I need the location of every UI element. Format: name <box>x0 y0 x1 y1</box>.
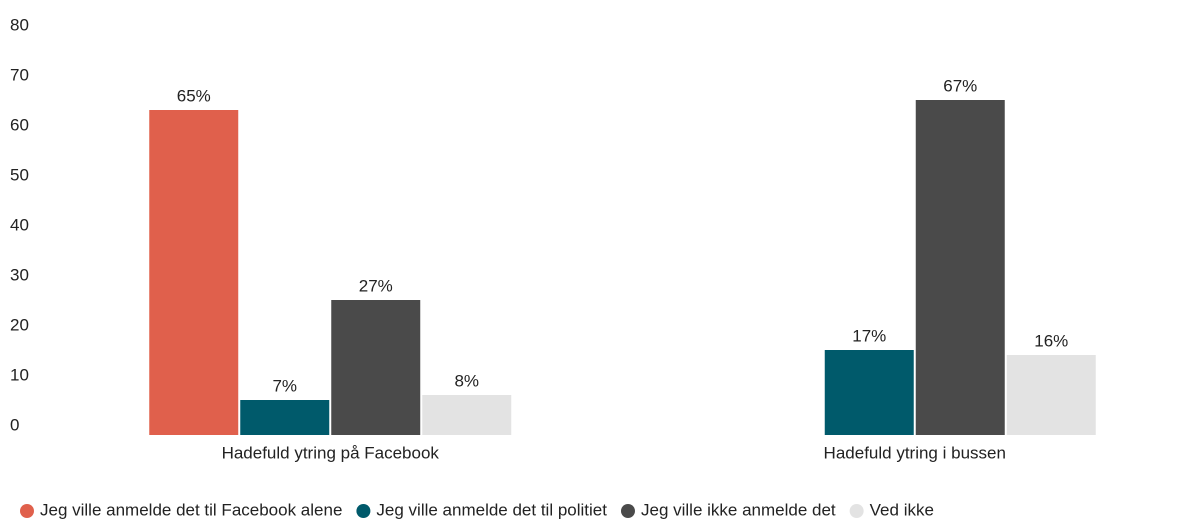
legend-label: Jeg ville anmelde det til Facebook alene <box>40 500 342 519</box>
y-tick-label: 20 <box>10 315 29 334</box>
y-tick-label: 10 <box>10 365 29 384</box>
legend-marker <box>849 504 864 518</box>
data-label: 8% <box>454 371 479 390</box>
bar <box>240 400 330 435</box>
x-tick-label: Hadefuld ytring på Facebook <box>222 443 440 462</box>
legend-marker <box>356 504 371 518</box>
legend-marker <box>20 504 34 518</box>
data-label: 7% <box>272 376 297 395</box>
bar <box>915 100 1005 435</box>
y-tick-label: 80 <box>10 15 29 34</box>
legend-marker <box>620 504 635 518</box>
legend-label: Ved ikke <box>870 500 934 519</box>
data-label: 67% <box>943 76 977 95</box>
legend-label: Jeg ville anmelde det til politiet <box>376 500 607 519</box>
bar <box>1006 355 1096 435</box>
legend-label: Jeg ville ikke anmelde det <box>641 500 836 519</box>
data-label: 16% <box>1034 331 1068 350</box>
y-tick-label: 50 <box>10 165 29 184</box>
y-tick-label: 0 <box>10 415 19 434</box>
data-label: 27% <box>359 276 393 295</box>
bar <box>422 395 512 435</box>
bar <box>824 350 914 435</box>
y-tick-label: 30 <box>10 265 29 284</box>
data-label: 17% <box>852 326 886 345</box>
x-tick-label: Hadefuld ytring i bussen <box>824 443 1006 462</box>
y-tick-label: 70 <box>10 65 29 84</box>
y-tick-label: 40 <box>10 215 29 234</box>
bar <box>331 300 421 435</box>
y-tick-label: 60 <box>10 115 29 134</box>
data-label: 65% <box>177 86 211 105</box>
bar <box>149 110 239 435</box>
